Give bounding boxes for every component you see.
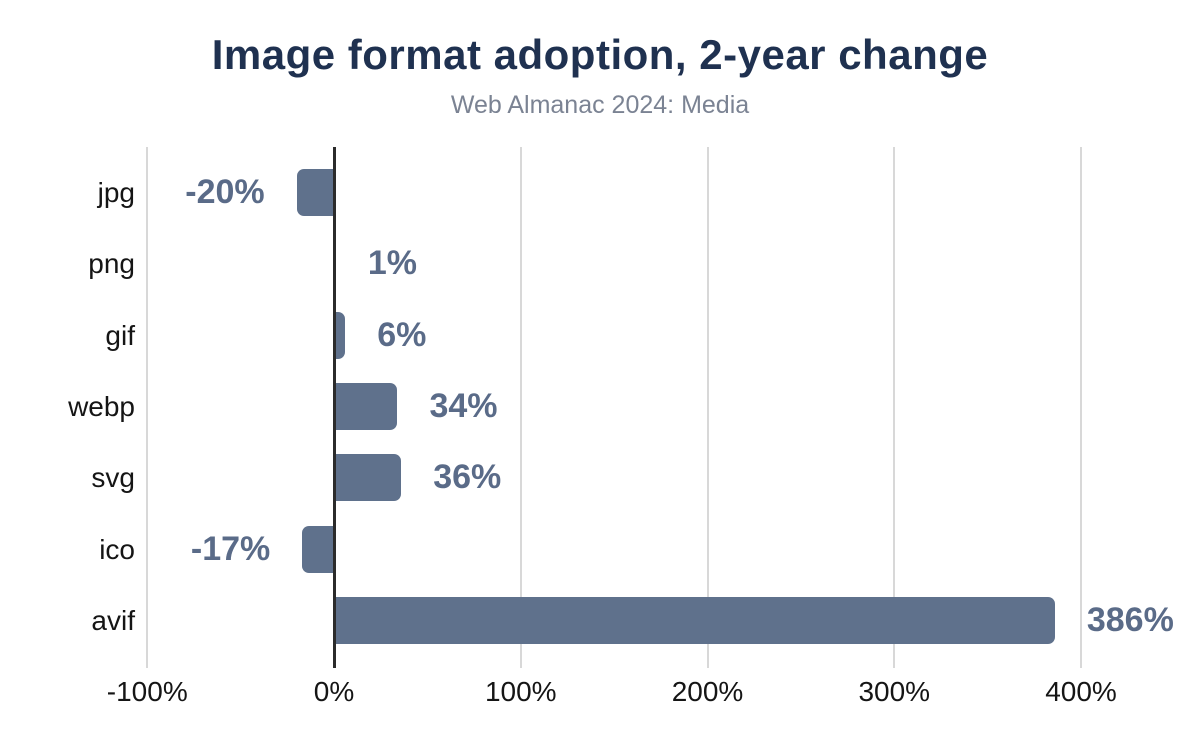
gridline--100pct (146, 147, 149, 668)
bar-gif (334, 311, 346, 359)
bar-ico (302, 525, 334, 573)
gridline-200pct (706, 147, 709, 668)
gridline-300pct (893, 147, 896, 668)
value-label-webp: 34% (429, 386, 498, 425)
x-tick-label: 300% (858, 676, 931, 707)
value-label-jpg: -20% (185, 173, 265, 211)
category-label-gif: gif (105, 319, 135, 351)
x-tick-label: 0% (313, 676, 355, 707)
category-label-jpg: jpg (97, 177, 135, 208)
bar-webp (334, 382, 398, 430)
gridline-100pct (519, 147, 522, 668)
chart-subtitle: Web Almanac 2024: Media (450, 91, 750, 119)
value-label-svg: 36% (433, 458, 502, 497)
category-label-ico: ico (99, 533, 135, 565)
value-label-ico: -17% (190, 529, 271, 568)
gridline-400pct (1080, 147, 1082, 668)
value-label-gif: 6% (377, 315, 427, 354)
zero-axis-line (332, 147, 336, 668)
bar-jpg (296, 169, 334, 216)
category-label-avif: avif (91, 604, 135, 636)
value-label-avif: 386% (1086, 600, 1174, 639)
x-tick-label: 400% (1045, 676, 1117, 707)
bar-svg (334, 454, 402, 502)
bar-avif (334, 596, 1055, 644)
category-label-svg: svg (91, 462, 135, 494)
x-tick-label: -100% (106, 676, 188, 707)
category-label-webp: webp (68, 390, 135, 422)
x-tick-label: 100% (484, 676, 557, 707)
value-label-png: 1% (367, 244, 417, 283)
category-label-png: png (88, 248, 135, 280)
chart-title: Image format adoption, 2-year change (211, 31, 989, 78)
x-tick-label: 200% (671, 676, 744, 707)
